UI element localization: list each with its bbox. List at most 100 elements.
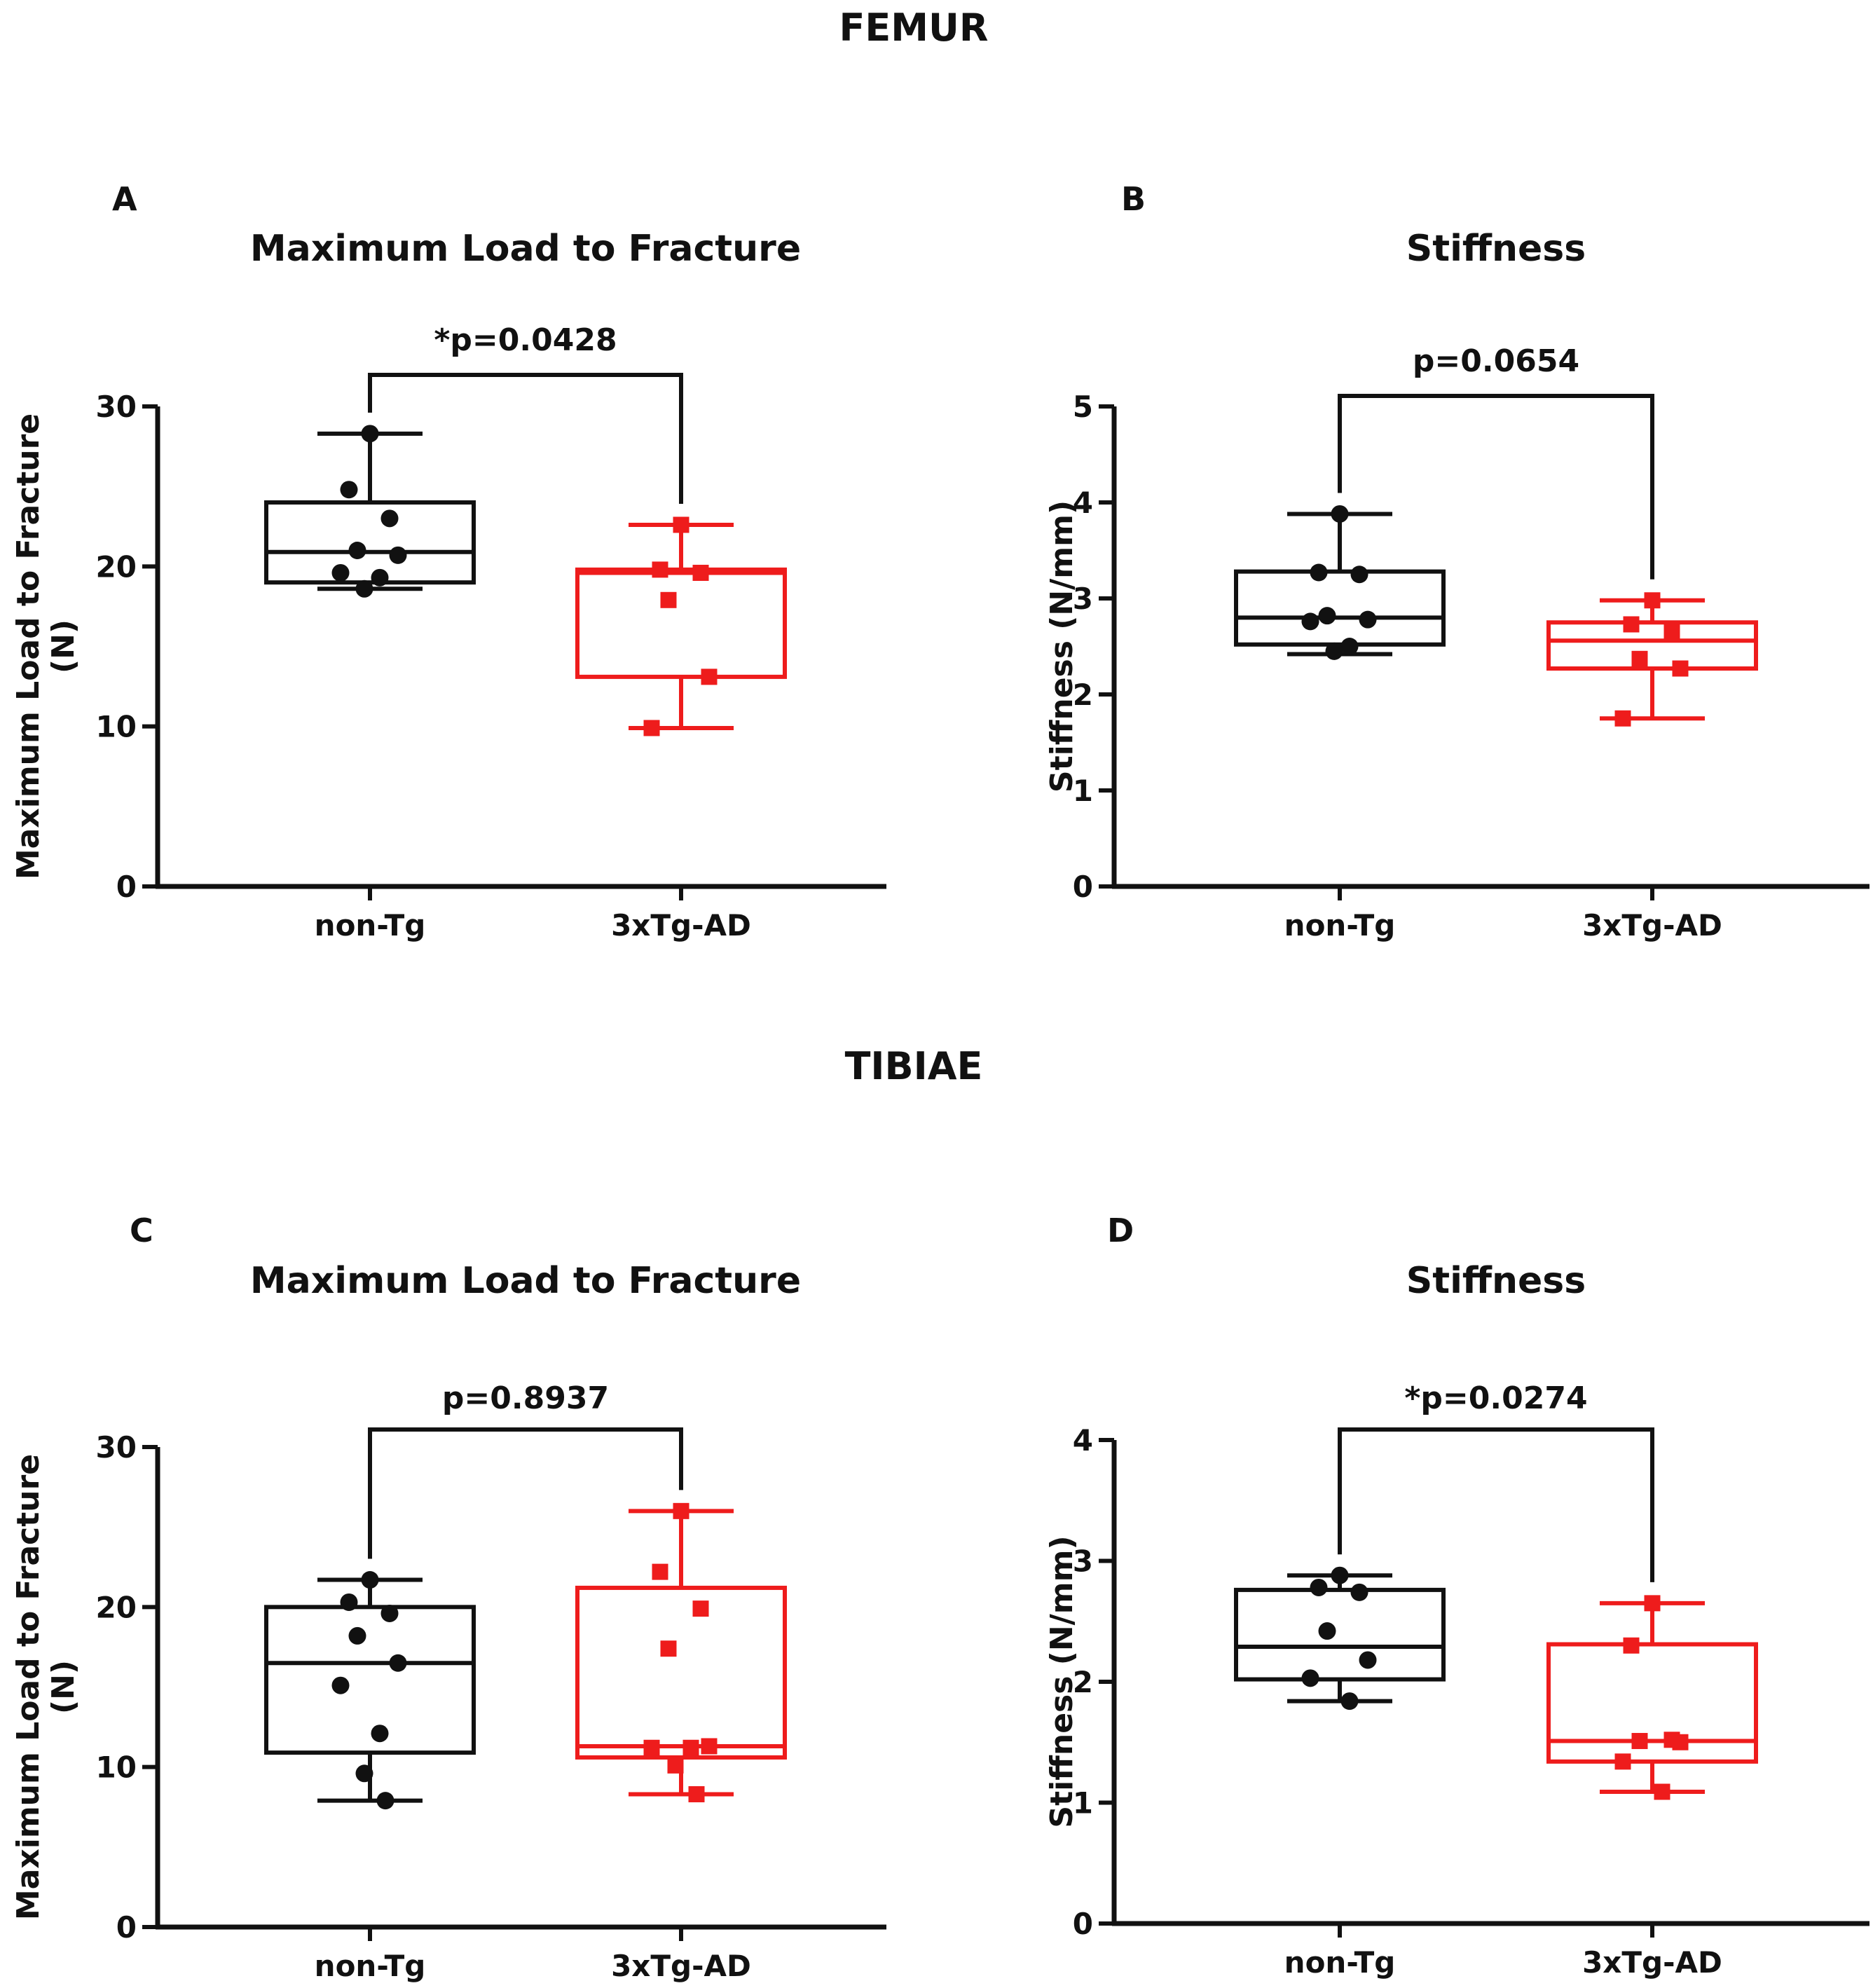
chart-title: Maximum Load to Fracture bbox=[250, 228, 801, 270]
chart-title: Maximum Load to Fracture bbox=[250, 1260, 801, 1302]
section-title-femur: FEMUR bbox=[839, 6, 989, 50]
significance-bracket bbox=[1338, 394, 1654, 580]
y-axis-label-line: (N) bbox=[46, 1660, 81, 1714]
data-point bbox=[389, 546, 407, 564]
x-tick-label: non-Tg bbox=[1284, 1945, 1396, 1980]
data-point bbox=[1310, 563, 1328, 582]
data-point bbox=[1631, 1733, 1648, 1750]
data-point bbox=[380, 1604, 399, 1622]
data-point bbox=[673, 1502, 689, 1519]
data-point bbox=[380, 509, 399, 528]
x-tick-label: 3xTg-AD bbox=[611, 1949, 751, 1983]
series-non-tg bbox=[1234, 505, 1446, 660]
data-point bbox=[643, 1739, 660, 1756]
x-tick-label: non-Tg bbox=[1284, 908, 1396, 942]
significance-bracket bbox=[368, 1427, 683, 1559]
data-point bbox=[371, 568, 389, 587]
data-point bbox=[1631, 650, 1648, 667]
y-tick-label: 0 bbox=[116, 870, 137, 904]
y-tick-label: 0 bbox=[1073, 1907, 1093, 1941]
data-point bbox=[643, 720, 660, 736]
data-point bbox=[1318, 1622, 1336, 1640]
p-value-label: *p=0.0428 bbox=[434, 322, 617, 358]
data-point bbox=[1359, 1651, 1377, 1669]
data-point bbox=[1644, 1595, 1661, 1612]
x-tick-label: 3xTg-AD bbox=[1582, 908, 1722, 942]
data-point bbox=[667, 1757, 684, 1774]
panel-d: D Stiffness 0 1 2 3 4 non-Tg 3xTg-AD Stiffness (N… bbox=[1044, 1212, 1869, 1980]
chart-title: Stiffness bbox=[1406, 228, 1586, 270]
data-point bbox=[1672, 660, 1689, 677]
data-point bbox=[331, 1676, 350, 1694]
data-point bbox=[1623, 1637, 1640, 1654]
significance-bracket bbox=[368, 373, 683, 504]
data-point bbox=[673, 516, 689, 533]
box bbox=[264, 1605, 476, 1755]
data-point bbox=[1350, 565, 1368, 584]
data-point bbox=[1350, 1583, 1368, 1601]
y-axis-label: Maximum Load to Fracture (N) bbox=[11, 1454, 81, 1920]
y-axis-label-line: Stiffness (N/mm) bbox=[1044, 1535, 1080, 1828]
y-tick-label: 3 bbox=[1073, 1544, 1093, 1579]
data-point bbox=[1614, 1753, 1631, 1770]
x-tick-label: non-Tg bbox=[315, 908, 426, 942]
data-point bbox=[1340, 1692, 1359, 1711]
box bbox=[1546, 620, 1758, 671]
y-tick-label: 5 bbox=[1073, 390, 1093, 424]
data-point bbox=[692, 1600, 709, 1617]
y-tick-label: 4 bbox=[1073, 486, 1093, 520]
y-tick-label: 10 bbox=[96, 1750, 137, 1785]
data-point bbox=[331, 563, 350, 582]
box bbox=[1234, 1587, 1446, 1682]
panel-letter: A bbox=[112, 180, 137, 218]
data-point bbox=[688, 1785, 705, 1802]
y-axis-label: Stiffness (N/mm) bbox=[1044, 1535, 1080, 1828]
y-tick-label: 30 bbox=[96, 390, 137, 424]
series-3xtg-ad bbox=[1546, 1595, 1758, 1800]
series-non-tg bbox=[264, 425, 476, 598]
series-non-tg bbox=[1234, 1566, 1446, 1711]
panel-c: C Maximum Load to Fracture 0 10 20 30 non-Tg 3x… bbox=[11, 1212, 886, 1983]
data-point bbox=[1672, 1734, 1689, 1750]
y-tick-label: 20 bbox=[96, 1590, 137, 1624]
y-axis-label-line: Maximum Load to Fracture bbox=[11, 413, 46, 879]
data-point bbox=[1644, 592, 1661, 609]
y-tick-label: 0 bbox=[116, 1910, 137, 1945]
data-point bbox=[692, 564, 709, 581]
box bbox=[1546, 1642, 1758, 1764]
p-value-label: p=0.8937 bbox=[442, 1380, 609, 1416]
data-point bbox=[652, 1563, 668, 1580]
y-tick-label: 10 bbox=[96, 710, 137, 744]
data-point bbox=[701, 669, 718, 685]
y-axis-label: Stiffness (N/mm) bbox=[1044, 500, 1080, 793]
chart-title: Stiffness bbox=[1406, 1260, 1586, 1302]
data-point bbox=[348, 542, 366, 559]
x-tick-label: 3xTg-AD bbox=[611, 908, 751, 942]
y-tick-label: 1 bbox=[1073, 774, 1093, 808]
y-axis-label-line: Maximum Load to Fracture bbox=[11, 1454, 46, 1920]
significance-bracket bbox=[1338, 1427, 1654, 1582]
panel-b: B Stiffness 0 1 2 3 4 5 non-Tg 3xTg-AD Stiffness (… bbox=[1044, 180, 1869, 942]
data-point bbox=[1331, 1566, 1349, 1584]
panel-a: A Maximum Load to Fracture 0 10 20 30 non-Tg 3x… bbox=[11, 180, 886, 942]
data-point bbox=[361, 1571, 379, 1589]
data-point bbox=[1614, 710, 1631, 727]
data-point bbox=[660, 1640, 677, 1657]
data-point bbox=[1340, 638, 1359, 655]
series-3xtg-ad bbox=[575, 1502, 787, 1802]
y-axis-label-line: (N) bbox=[46, 619, 81, 673]
data-point bbox=[1623, 616, 1640, 633]
y-tick-label: 3 bbox=[1073, 582, 1093, 616]
data-point bbox=[1654, 1783, 1670, 1800]
data-point bbox=[355, 580, 373, 598]
data-point bbox=[682, 1739, 699, 1756]
box bbox=[575, 1585, 787, 1760]
box bbox=[264, 500, 476, 585]
box bbox=[575, 567, 787, 679]
x-tick-label: 3xTg-AD bbox=[1582, 1945, 1722, 1980]
y-tick-label: 4 bbox=[1073, 1423, 1093, 1458]
data-point bbox=[701, 1738, 718, 1755]
y-tick-label: 30 bbox=[96, 1430, 137, 1465]
series-3xtg-ad bbox=[1546, 592, 1758, 727]
box bbox=[1234, 569, 1446, 647]
